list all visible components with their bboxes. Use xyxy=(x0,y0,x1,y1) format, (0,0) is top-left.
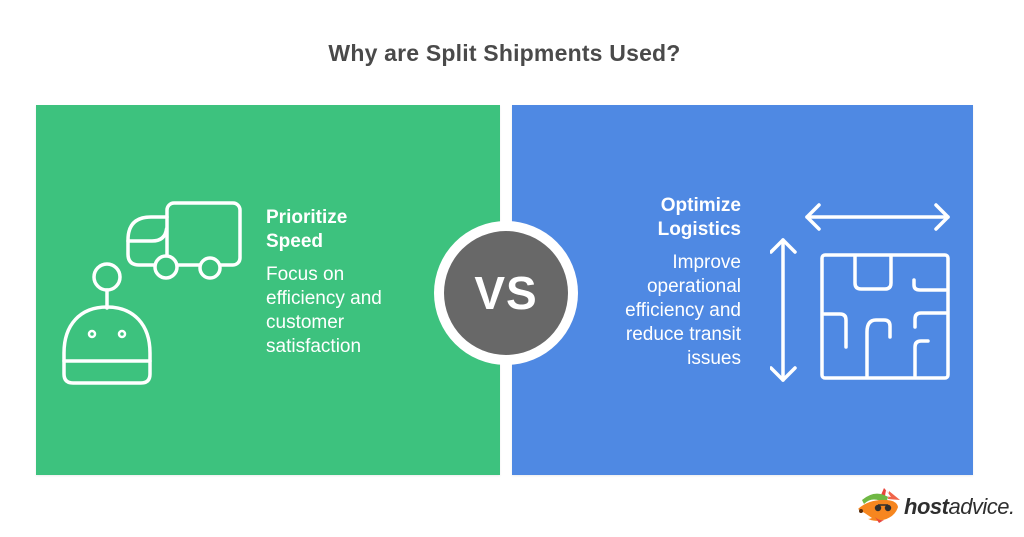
robot-base xyxy=(62,359,152,385)
maze-wall-mid-right xyxy=(913,311,948,329)
truck-windshield-line xyxy=(126,227,169,243)
robot-dome xyxy=(62,305,152,363)
page-title: Why are Split Shipments Used? xyxy=(328,40,681,66)
horizontal-arrow-left-head xyxy=(805,203,821,231)
maze-wall-upper-right xyxy=(912,278,948,292)
vs-circle: VS xyxy=(444,231,568,355)
brand-light-part: advice. xyxy=(948,494,1015,519)
maze-wall-mid-left xyxy=(822,312,848,349)
left-panel-text: Prioritize Speed Focus on efficiency and… xyxy=(266,206,402,359)
truck-cab xyxy=(126,215,169,267)
right-panel-body: Improve operational efficiency and reduc… xyxy=(625,252,741,369)
truck-rear-wheel xyxy=(198,256,222,280)
maze-border xyxy=(820,253,950,380)
maze-arrows-icon xyxy=(770,203,950,382)
truck-front-wheel xyxy=(153,254,179,280)
vertical-arrow-bottom-head xyxy=(770,366,797,382)
vertical-arrow-top-head xyxy=(770,238,797,254)
horizontal-arrow-right-head xyxy=(934,203,950,231)
vs-badge: VS xyxy=(434,221,578,365)
maze-wall-top-u xyxy=(853,254,893,291)
hostadvice-logo[interactable]: hostadvice. xyxy=(855,486,1015,528)
maze-wall-bottom-middle xyxy=(865,318,892,378)
robot-antenna-bulb xyxy=(92,262,122,292)
right-panel xyxy=(512,105,973,475)
vs-label: VS xyxy=(474,267,538,319)
truck-robot-icon xyxy=(62,201,242,385)
left-panel-heading: Prioritize Speed xyxy=(266,207,348,252)
robot-eye-left xyxy=(87,329,97,339)
maze-wall-bottom-right xyxy=(913,339,930,378)
fox-mascot-icon xyxy=(858,488,900,523)
brand-bold-part: host xyxy=(904,494,949,519)
right-panel-text: Optimize Logistics Improve operational e… xyxy=(601,194,741,371)
robot-eye-right xyxy=(117,329,127,339)
truck-cargo-box xyxy=(165,201,242,267)
brand-wordmark: hostadvice. xyxy=(904,494,1015,520)
left-panel-body: Focus on efficiency and customer satisfa… xyxy=(266,264,382,357)
right-panel-heading: Optimize Logistics xyxy=(657,195,741,240)
